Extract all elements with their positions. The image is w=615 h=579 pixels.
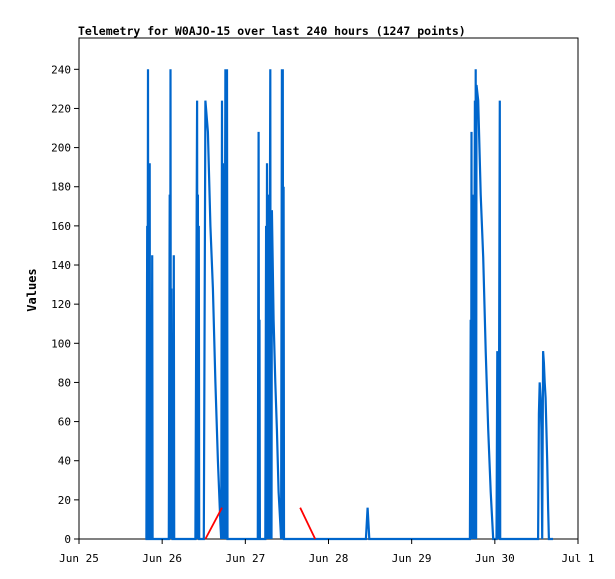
- telemetry-secondary-line: [204, 507, 223, 540]
- y-axis-label: Values: [25, 268, 39, 311]
- y-tick-label: 0: [64, 533, 71, 546]
- y-tick-label: 60: [58, 416, 71, 429]
- y-tick-label: 220: [51, 102, 71, 115]
- y-tick-label: 160: [51, 220, 71, 233]
- y-tick-label: 40: [58, 455, 71, 468]
- x-tick-label: Jun 30: [475, 552, 515, 565]
- x-tick-label: Jun 28: [309, 552, 349, 565]
- y-tick-label: 100: [51, 337, 71, 350]
- plot-frame: [78, 37, 579, 540]
- x-tick-label: Jun 27: [225, 552, 265, 565]
- y-tick-label: 120: [51, 298, 71, 311]
- x-tick-label: Jun 25: [59, 552, 99, 565]
- x-tick-label: Jul 1: [561, 552, 594, 565]
- telemetry-series-line: [145, 69, 553, 541]
- y-tick-label: 20: [58, 494, 71, 507]
- telemetry-secondary-line: [299, 507, 317, 540]
- y-tick-label: 200: [51, 142, 71, 155]
- x-tick-label: Jun 29: [392, 552, 432, 565]
- x-tick-label: Jun 26: [142, 552, 182, 565]
- y-tick-label: 140: [51, 259, 71, 272]
- y-tick-label: 180: [51, 181, 71, 194]
- x-axis: Jun 25 Jun 26 Jun 27 Jun 28 Jun 29 Jun 30 Jul …: [59, 539, 595, 565]
- y-axis: 0 20 40 60 80 100 120 140 160 180 200 220 240: [51, 63, 79, 546]
- y-tick-label: 80: [58, 376, 71, 389]
- y-tick-label: 240: [51, 63, 71, 76]
- series-layer: [145, 69, 553, 541]
- chart-title: Telemetry for W0AJO-15 over last 240 hou…: [78, 24, 466, 38]
